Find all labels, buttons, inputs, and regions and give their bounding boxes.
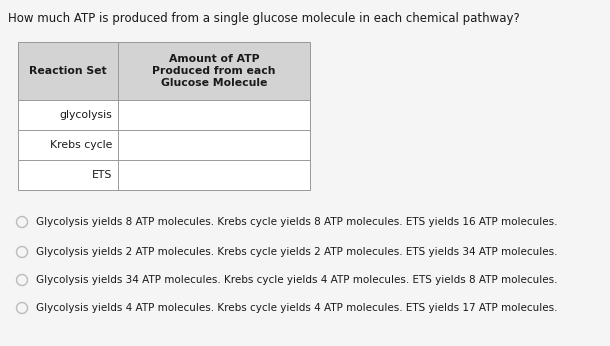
Text: Reaction Set: Reaction Set: [29, 66, 107, 76]
Text: Glycolysis yields 4 ATP molecules. Krebs cycle yields 4 ATP molecules. ETS yield: Glycolysis yields 4 ATP molecules. Krebs…: [36, 303, 558, 313]
Bar: [18, 130, 310, 160]
Text: Glycolysis yields 34 ATP molecules. Krebs cycle yields 4 ATP molecules. ETS yiel: Glycolysis yields 34 ATP molecules. Kreb…: [36, 275, 558, 285]
Bar: [18, 42, 310, 100]
Bar: [18, 160, 310, 190]
Bar: [18, 42, 310, 190]
Text: Glycolysis yields 2 ATP molecules. Krebs cycle yields 2 ATP molecules. ETS yield: Glycolysis yields 2 ATP molecules. Krebs…: [36, 247, 558, 257]
Bar: [18, 100, 310, 130]
Text: Krebs cycle: Krebs cycle: [49, 140, 112, 150]
Text: glycolysis: glycolysis: [59, 110, 112, 120]
Text: Amount of ATP
Produced from each
Glucose Molecule: Amount of ATP Produced from each Glucose…: [152, 54, 276, 88]
Text: Glycolysis yields 8 ATP molecules. Krebs cycle yields 8 ATP molecules. ETS yield: Glycolysis yields 8 ATP molecules. Krebs…: [36, 217, 558, 227]
Text: ETS: ETS: [92, 170, 112, 180]
Text: How much ATP is produced from a single glucose molecule in each chemical pathway: How much ATP is produced from a single g…: [8, 12, 520, 25]
